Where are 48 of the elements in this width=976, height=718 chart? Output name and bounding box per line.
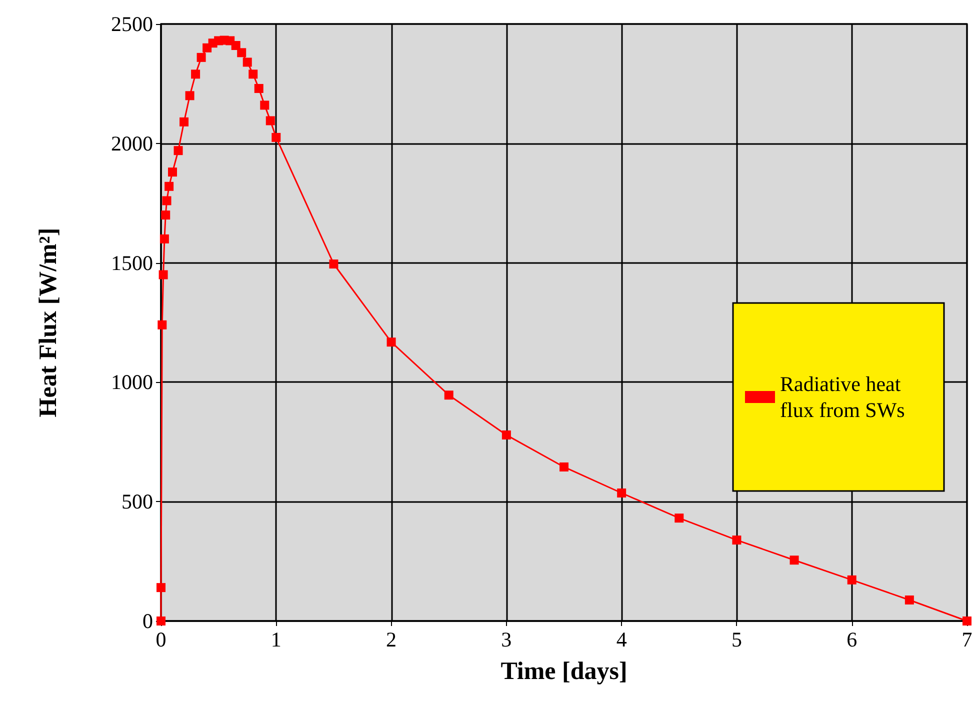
point [329,259,338,268]
point [847,575,856,584]
x-tick-label: 5 [731,628,742,652]
point [272,132,281,142]
point [674,514,684,523]
point [904,595,914,604]
point [161,210,170,220]
point [162,196,172,206]
point [237,48,246,58]
point [242,58,252,67]
point [386,338,396,347]
point [254,84,264,93]
point [174,146,183,156]
x-tick-label: 3 [501,628,512,652]
point [180,117,189,126]
y-tick-label: 1000 [111,370,153,394]
point [196,52,206,62]
point [164,182,174,191]
point [617,488,626,498]
point [560,462,568,472]
x-tick-label: 6 [846,628,858,652]
point [444,390,454,400]
x-tick-label: 7 [962,628,972,652]
y-tick-label: 2500 [111,12,153,36]
y-tick-label: 500 [122,490,153,514]
y-tick-label: 2000 [111,131,153,156]
x-tick-label: 2 [386,628,397,652]
y-tick-label: 1500 [111,250,153,275]
x-axis-title: Time [days] [500,658,628,685]
x-tick-label: 4 [616,628,628,652]
point [160,234,169,244]
point [502,430,511,440]
y-axis-title: Heat Flux [W/m²] [35,228,62,418]
point [231,40,240,50]
point [168,168,178,177]
y-tick-label: 0 [142,609,153,633]
point [260,100,270,110]
x-tick-label: 1 [270,628,282,652]
point [156,583,166,592]
point [185,91,194,100]
point [158,320,167,330]
point [266,116,275,126]
point [248,70,258,79]
legend-label: Radiative heat flux from SWs [780,372,906,422]
point [790,556,799,565]
point [158,270,168,280]
point [191,70,200,79]
point [732,536,742,545]
